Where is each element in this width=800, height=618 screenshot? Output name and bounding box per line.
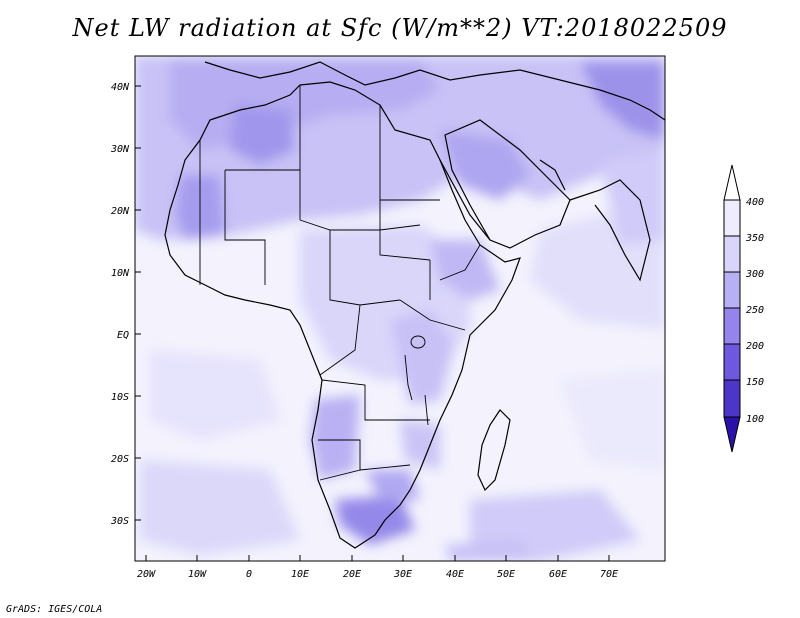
colorbar-segment [723,235,741,273]
colorbar-top-arrow [723,164,741,201]
colorbar-label: 300 [745,269,764,280]
coastline [164,61,665,549]
lon-label: 60E [549,569,567,580]
lon-label: 10E [291,569,309,580]
colorbar-segment [723,307,741,345]
colorbar-segment [723,199,741,237]
lon-label: 70E [600,569,618,580]
colorbar: 400 350 300 250 200 150 100 [723,164,764,453]
colorbar-label: 400 [746,197,764,208]
lat-label: 20S [111,454,129,465]
latitude-axis: 40N 30N 20N 10N EQ 10S 20S 30S [110,82,141,527]
country-borders [199,85,481,481]
colorbar-label: 250 [746,305,764,316]
colorbar-bottom-arrow [723,416,741,453]
longitude-axis: 20W 10W 0 10E 20E 30E 40E 50E 60E 70E [137,555,618,580]
lakes [404,335,429,426]
colorbar-label: 200 [746,341,764,352]
lon-label: 20W [137,569,156,580]
lat-label: 30N [110,144,130,155]
lon-label: 10W [188,569,207,580]
lon-label: 20E [343,569,361,580]
radiation-field [135,56,665,561]
colorbar-label: 350 [745,233,764,244]
lat-label: 30S [110,516,129,527]
colorbar-segment [723,343,741,381]
map-title: Net LW radiation at Sfc (W/m**2) VT:2018… [72,14,728,42]
lat-label: 40N [111,82,130,93]
lat-label: 10N [111,268,130,279]
colorbar-segment [723,379,741,418]
shaded-contours [135,56,665,561]
lon-label: 30E [393,569,412,580]
colorbar-segment [723,271,741,309]
lat-label: EQ [117,330,129,341]
lon-label: 40E [446,569,464,580]
map-frame [134,55,666,562]
lat-label: 10S [111,392,129,403]
lon-label: 0 [246,569,252,580]
lon-label: 50E [497,569,515,580]
grads-credit: GrADS: IGES/COLA [6,604,103,615]
colorbar-label: 100 [746,414,764,425]
lat-label: 20N [111,206,130,217]
colorbar-label: 150 [746,377,764,388]
